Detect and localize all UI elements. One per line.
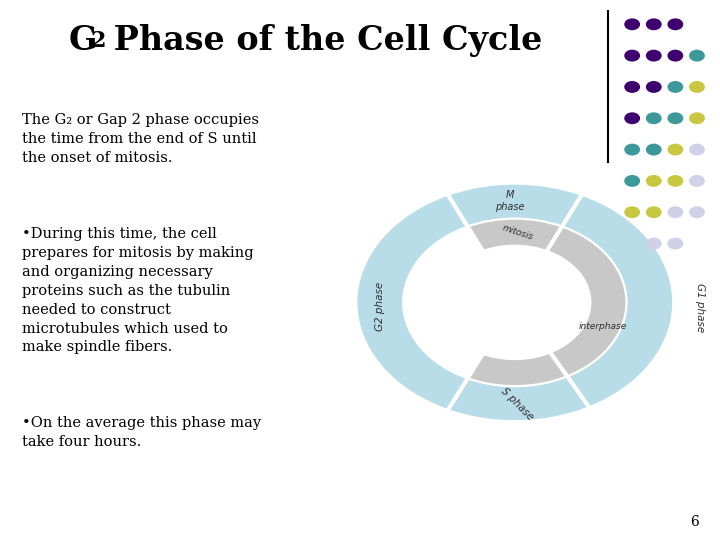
Text: mitosis: mitosis xyxy=(501,223,535,241)
Circle shape xyxy=(646,175,662,187)
Circle shape xyxy=(624,18,640,30)
Circle shape xyxy=(439,246,590,359)
Circle shape xyxy=(667,238,683,249)
Wedge shape xyxy=(356,195,467,410)
Wedge shape xyxy=(448,376,589,421)
Circle shape xyxy=(646,81,662,93)
Circle shape xyxy=(624,144,640,156)
Circle shape xyxy=(667,50,683,62)
Circle shape xyxy=(667,175,683,187)
Circle shape xyxy=(624,50,640,62)
Circle shape xyxy=(667,206,683,218)
Circle shape xyxy=(624,81,640,93)
Text: G1 phase: G1 phase xyxy=(696,282,706,332)
Circle shape xyxy=(667,112,683,124)
Circle shape xyxy=(667,18,683,30)
Text: The G₂ or Gap 2 phase occupies
the time from the end of S until
the onset of mit: The G₂ or Gap 2 phase occupies the time … xyxy=(22,113,258,165)
Text: Phase of the Cell Cycle: Phase of the Cell Cycle xyxy=(102,24,543,57)
Circle shape xyxy=(646,238,662,249)
Text: G: G xyxy=(68,24,97,57)
Text: 2: 2 xyxy=(90,30,106,52)
Text: G2 phase: G2 phase xyxy=(375,281,385,330)
Circle shape xyxy=(624,175,640,187)
Text: S phase: S phase xyxy=(499,386,535,422)
Wedge shape xyxy=(467,219,562,251)
Circle shape xyxy=(646,50,662,62)
Circle shape xyxy=(689,206,705,218)
Circle shape xyxy=(624,112,640,124)
Text: •During this time, the cell
prepares for mitosis by making
and organizing necess: •During this time, the cell prepares for… xyxy=(22,227,253,354)
Circle shape xyxy=(689,112,705,124)
Wedge shape xyxy=(562,195,673,407)
Text: interphase: interphase xyxy=(579,322,627,331)
Circle shape xyxy=(624,206,640,218)
Circle shape xyxy=(689,175,705,187)
Circle shape xyxy=(646,112,662,124)
Circle shape xyxy=(646,18,662,30)
Circle shape xyxy=(689,144,705,156)
Circle shape xyxy=(646,206,662,218)
Text: •On the average this phase may
take four hours.: •On the average this phase may take four… xyxy=(22,416,261,449)
Text: M
phase: M phase xyxy=(495,191,525,212)
Wedge shape xyxy=(467,227,626,386)
Circle shape xyxy=(667,144,683,156)
Wedge shape xyxy=(448,184,582,227)
Circle shape xyxy=(689,81,705,93)
Circle shape xyxy=(689,50,705,62)
Circle shape xyxy=(667,81,683,93)
Text: 6: 6 xyxy=(690,515,698,529)
Circle shape xyxy=(646,144,662,156)
